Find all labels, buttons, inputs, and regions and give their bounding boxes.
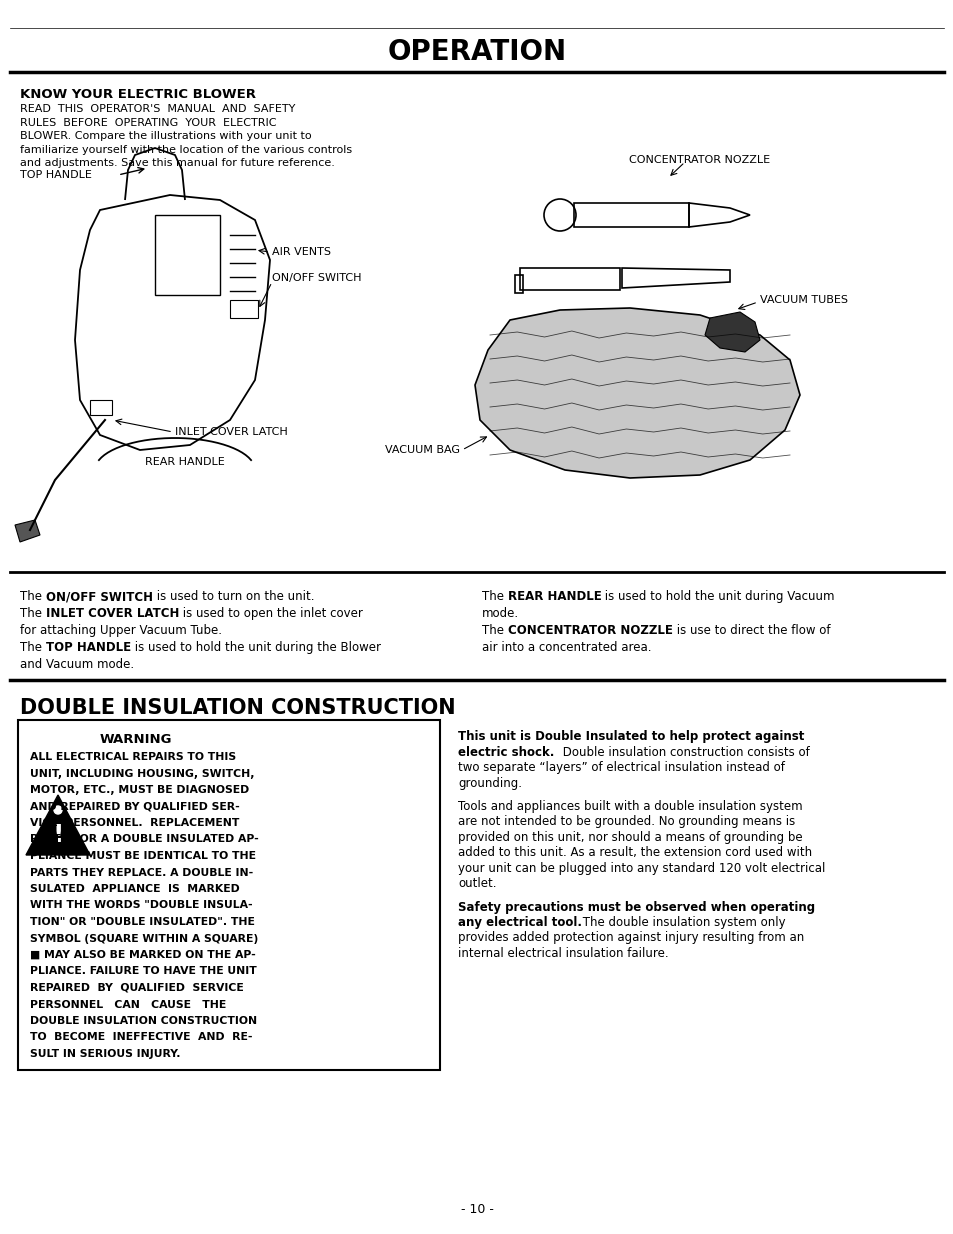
Bar	[230, 300, 257, 318]
Text: The: The	[20, 590, 46, 603]
Text: and Vacuum mode.: and Vacuum mode.	[20, 658, 134, 671]
Text: are not intended to be grounded. No grounding means is: are not intended to be grounded. No grou…	[457, 816, 795, 828]
Text: OPERATION: OPERATION	[387, 38, 566, 65]
Text: SULATED  APPLIANCE  IS  MARKED: SULATED APPLIANCE IS MARKED	[30, 884, 239, 893]
Text: REAR HANDLE: REAR HANDLE	[145, 457, 225, 466]
Text: The: The	[20, 607, 46, 619]
Text: READ  THIS  OPERATOR'S  MANUAL  AND  SAFETY: READ THIS OPERATOR'S MANUAL AND SAFETY	[20, 104, 295, 114]
Text: grounding.: grounding.	[457, 776, 521, 790]
Text: AIR VENTS: AIR VENTS	[272, 247, 331, 257]
Text: your unit can be plugged into any standard 120 volt electrical: your unit can be plugged into any standa…	[457, 861, 824, 875]
Text: REAR HANDLE: REAR HANDLE	[507, 590, 601, 603]
Text: air into a concentrated area.: air into a concentrated area.	[481, 640, 651, 654]
Text: provided on this unit, nor should a means of grounding be: provided on this unit, nor should a mean…	[457, 830, 801, 844]
Polygon shape	[15, 520, 40, 542]
Text: SULT IN SERIOUS INJURY.: SULT IN SERIOUS INJURY.	[30, 1049, 180, 1059]
Text: PARTS THEY REPLACE. A DOUBLE IN-: PARTS THEY REPLACE. A DOUBLE IN-	[30, 868, 253, 877]
Text: is used to hold the unit during Vacuum: is used to hold the unit during Vacuum	[601, 590, 834, 603]
Text: REPAIRED  BY  QUALIFIED  SERVICE: REPAIRED BY QUALIFIED SERVICE	[30, 983, 244, 993]
Bar	[574, 204, 688, 227]
Text: TOP HANDLE: TOP HANDLE	[20, 170, 91, 180]
Text: any electrical tool.: any electrical tool.	[457, 916, 581, 929]
Text: VICE  PERSONNEL.  REPLACEMENT: VICE PERSONNEL. REPLACEMENT	[30, 818, 239, 828]
Polygon shape	[26, 795, 90, 855]
Text: !: !	[52, 823, 64, 847]
Circle shape	[54, 806, 62, 814]
Text: internal electrical insulation failure.: internal electrical insulation failure.	[457, 946, 668, 960]
Text: and adjustments. Save this manual for future reference.: and adjustments. Save this manual for fu…	[20, 158, 335, 168]
Text: mode.: mode.	[481, 607, 518, 619]
Polygon shape	[475, 308, 800, 478]
Bar	[515, 275, 522, 292]
Bar	[519, 268, 619, 290]
Text: MOTOR, ETC., MUST BE DIAGNOSED: MOTOR, ETC., MUST BE DIAGNOSED	[30, 785, 249, 795]
Text: PERSONNEL   CAN   CAUSE   THE: PERSONNEL CAN CAUSE THE	[30, 1000, 226, 1009]
Text: is use to direct the flow of: is use to direct the flow of	[672, 624, 829, 637]
Text: PARTS FOR A DOUBLE INSULATED AP-: PARTS FOR A DOUBLE INSULATED AP-	[30, 834, 258, 844]
Text: The: The	[481, 590, 507, 603]
Text: The: The	[481, 624, 507, 637]
Text: PLIANCE MUST BE IDENTICAL TO THE: PLIANCE MUST BE IDENTICAL TO THE	[30, 851, 255, 861]
Text: UNIT, INCLUDING HOUSING, SWITCH,: UNIT, INCLUDING HOUSING, SWITCH,	[30, 769, 254, 779]
Text: - 10 -: - 10 -	[460, 1203, 493, 1217]
Text: Double insulation construction consists of: Double insulation construction consists …	[558, 745, 809, 759]
Text: for attaching Upper Vacuum Tube.: for attaching Upper Vacuum Tube.	[20, 624, 222, 637]
Text: BLOWER. Compare the illustrations with your unit to: BLOWER. Compare the illustrations with y…	[20, 131, 312, 141]
Text: Tools and appliances built with a double insulation system: Tools and appliances built with a double…	[457, 800, 801, 813]
Text: VACUUM BAG: VACUUM BAG	[385, 445, 459, 455]
Text: TO  BECOME  INEFFECTIVE  AND  RE-: TO BECOME INEFFECTIVE AND RE-	[30, 1033, 253, 1043]
Text: CONCENTRATOR NOZZLE: CONCENTRATOR NOZZLE	[507, 624, 672, 637]
Bar	[90, 400, 112, 415]
Text: PLIANCE. FAILURE TO HAVE THE UNIT: PLIANCE. FAILURE TO HAVE THE UNIT	[30, 966, 256, 976]
Text: added to this unit. As a result, the extension cord used with: added to this unit. As a result, the ext…	[457, 847, 811, 859]
Text: ■ MAY ALSO BE MARKED ON THE AP-: ■ MAY ALSO BE MARKED ON THE AP-	[30, 950, 255, 960]
Text: ON/OFF SWITCH: ON/OFF SWITCH	[272, 273, 361, 283]
Text: ALL ELECTRICAL REPAIRS TO THIS: ALL ELECTRICAL REPAIRS TO THIS	[30, 752, 236, 763]
Text: ON/OFF SWITCH: ON/OFF SWITCH	[46, 590, 152, 603]
Text: INLET COVER LATCH: INLET COVER LATCH	[46, 607, 179, 619]
Text: The double insulation system only: The double insulation system only	[578, 916, 785, 929]
Text: AND REPAIRED BY QUALIFIED SER-: AND REPAIRED BY QUALIFIED SER-	[30, 802, 239, 812]
Text: two separate “layers” of electrical insulation instead of: two separate “layers” of electrical insu…	[457, 761, 784, 774]
Text: DOUBLE INSULATION CONSTRUCTION: DOUBLE INSULATION CONSTRUCTION	[30, 1016, 257, 1025]
Text: VACUUM TUBES: VACUUM TUBES	[760, 295, 847, 305]
Text: electric shock.: electric shock.	[457, 745, 554, 759]
Text: CONCENTRATOR NOZZLE: CONCENTRATOR NOZZLE	[629, 155, 770, 165]
Polygon shape	[704, 312, 760, 352]
Text: This unit is Double Insulated to help protect against: This unit is Double Insulated to help pr…	[457, 731, 803, 743]
Text: SYMBOL (SQUARE WITHIN A SQUARE): SYMBOL (SQUARE WITHIN A SQUARE)	[30, 933, 258, 944]
Text: The: The	[20, 640, 46, 654]
Text: TION" OR "DOUBLE INSULATED". THE: TION" OR "DOUBLE INSULATED". THE	[30, 917, 254, 927]
Text: KNOW YOUR ELECTRIC BLOWER: KNOW YOUR ELECTRIC BLOWER	[20, 88, 255, 101]
Text: RULES  BEFORE  OPERATING  YOUR  ELECTRIC: RULES BEFORE OPERATING YOUR ELECTRIC	[20, 117, 276, 127]
Text: Safety precautions must be observed when operating: Safety precautions must be observed when…	[457, 901, 814, 913]
Text: is used to open the inlet cover: is used to open the inlet cover	[179, 607, 363, 619]
Text: TOP HANDLE: TOP HANDLE	[46, 640, 131, 654]
Text: is used to hold the unit during the Blower: is used to hold the unit during the Blow…	[131, 640, 380, 654]
Text: WITH THE WORDS "DOUBLE INSULA-: WITH THE WORDS "DOUBLE INSULA-	[30, 901, 253, 911]
Text: outlet.: outlet.	[457, 877, 496, 890]
Text: is used to turn on the unit.: is used to turn on the unit.	[152, 590, 314, 603]
Bar	[18, 719, 439, 1070]
Text: WARNING: WARNING	[100, 733, 172, 747]
Text: provides added protection against injury resulting from an: provides added protection against injury…	[457, 932, 803, 944]
Text: familiarize yourself with the location of the various controls: familiarize yourself with the location o…	[20, 144, 352, 154]
Text: DOUBLE INSULATION CONSTRUCTION: DOUBLE INSULATION CONSTRUCTION	[20, 698, 456, 718]
Text: INLET COVER LATCH: INLET COVER LATCH	[174, 427, 288, 437]
